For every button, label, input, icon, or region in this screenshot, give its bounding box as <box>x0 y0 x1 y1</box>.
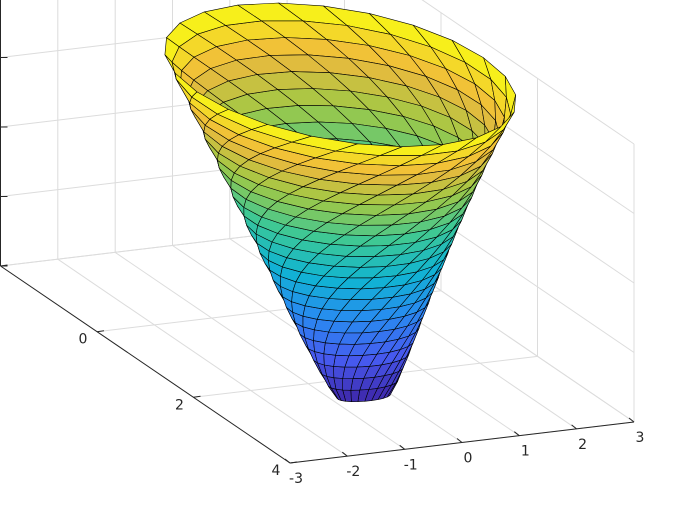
x-tick <box>571 424 577 430</box>
floor-gridline-x <box>57 258 348 457</box>
y-axis-line <box>0 265 291 464</box>
surface-face <box>323 353 336 367</box>
x-tick <box>399 444 406 450</box>
x-tick <box>284 458 291 464</box>
x-tick-label: 1 <box>521 444 530 460</box>
y-tick <box>193 395 201 398</box>
x-tick-label: 3 <box>636 430 645 446</box>
surface-face <box>342 378 354 391</box>
x-tick <box>341 451 348 457</box>
x-tick-label: 2 <box>578 437 587 453</box>
surface-face <box>333 366 346 379</box>
x-tick-label: -1 <box>404 457 418 473</box>
surface-layer <box>164 2 517 403</box>
x-tick-label: 0 <box>464 451 473 467</box>
sidewall-gridline-z <box>421 0 635 145</box>
y-tick <box>96 330 105 333</box>
x-tick-label: -2 <box>346 464 360 480</box>
axis-layer <box>0 0 635 464</box>
y-tick-label: 4 <box>272 463 281 479</box>
surface-face <box>350 389 361 403</box>
x-tick <box>456 438 463 443</box>
surface-face <box>291 135 358 152</box>
y-tick-label: 0 <box>79 332 88 348</box>
x-tick <box>513 431 520 437</box>
y-tick-label: 2 <box>175 397 184 413</box>
x-tick-label: -3 <box>289 471 303 487</box>
x-tick <box>628 417 635 423</box>
floor-gridline-x <box>114 251 405 450</box>
y-tick <box>289 461 298 464</box>
